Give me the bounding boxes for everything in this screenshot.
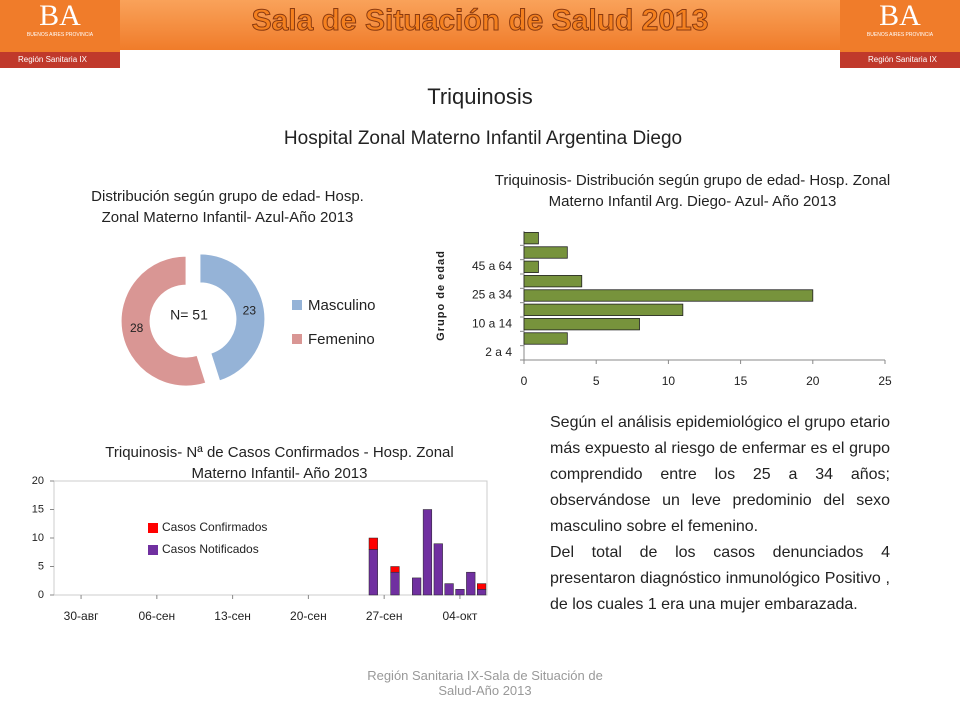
x-tick-label: 30-авг — [64, 609, 99, 623]
bar — [523, 275, 583, 288]
bar-segment — [390, 566, 400, 573]
logo-province: BUENOS AIRES PROVINCIA — [26, 32, 94, 38]
legend-label: Casos Confirmados — [162, 520, 267, 534]
bar — [523, 289, 814, 302]
bar-segment — [422, 509, 433, 596]
bar-segment — [477, 589, 487, 596]
data-label: 28 — [130, 321, 144, 335]
legend-swatch — [292, 300, 302, 310]
legend-label: Masculino — [308, 297, 376, 314]
y-tick-label: 10 — [32, 532, 44, 544]
bar-segment — [477, 583, 487, 590]
x-tick-label: 06-сен — [139, 609, 176, 623]
y-tick-label: 0 — [38, 589, 44, 601]
chart-title: Distribución según grupo de edad- Hosp. … — [91, 188, 364, 226]
pie-slice — [120, 255, 207, 387]
bar-segment — [412, 577, 422, 596]
y-tick-label: 45 a 64 — [472, 259, 512, 273]
logo-mark: BA — [39, 0, 81, 32]
bar — [523, 332, 568, 345]
x-tick-label: 13-сен — [214, 609, 251, 623]
bar — [523, 318, 640, 331]
bar-segment — [433, 543, 443, 596]
data-label: 23 — [243, 303, 257, 317]
logo-province: BUENOS AIRES PROVINCIA — [866, 32, 934, 38]
pie-slice — [199, 253, 266, 382]
paragraph: Del total de los casos denunciados 4 pre… — [550, 544, 890, 613]
x-tick-label: 25 — [878, 374, 892, 388]
paragraph: Según el análisis epidemiológico el grup… — [550, 414, 890, 535]
legend-swatch — [292, 334, 302, 344]
bar-segment — [368, 549, 378, 596]
y-tick-label: 20 — [32, 475, 44, 487]
text-block: Según el análisis epidemiológico el grup… — [550, 410, 890, 618]
bar-segment — [368, 537, 378, 550]
bar-segment — [466, 571, 476, 596]
logo-mark: BA — [879, 0, 921, 32]
x-tick-label: 20 — [806, 374, 820, 388]
legend-label: Casos Notificados — [162, 542, 259, 556]
footer: Región Sanitaria IX-Sala de Situación de… — [367, 668, 603, 698]
logo-left: BA BUENOS AIRES PROVINCIA Región Sanitar… — [0, 0, 120, 68]
y-tick-label: 15 — [32, 503, 44, 515]
x-tick-label: 04-окт — [442, 609, 477, 623]
bar-segment — [455, 589, 465, 596]
x-tick-label: 20-сен — [290, 609, 327, 623]
legend-label: Femenino — [308, 331, 375, 348]
logo-region: Región Sanitaria IX — [840, 52, 960, 68]
y-tick-label: 2 a 4 — [485, 345, 512, 359]
slide-title: Triquinosis — [427, 84, 533, 109]
bar — [523, 232, 539, 245]
y-axis-label: Grupo de edad — [435, 250, 447, 341]
bar — [523, 260, 539, 273]
slide-subtitle: Hospital Zonal Materno Infantil Argentin… — [283, 128, 683, 149]
bar — [523, 303, 684, 316]
x-tick-label: 0 — [521, 374, 528, 388]
x-tick-label: 5 — [593, 374, 600, 388]
y-tick-label: 10 a 14 — [472, 316, 512, 330]
legend-swatch — [148, 545, 158, 555]
chart-title: Triquinosis- Distribución según grupo de… — [494, 172, 891, 210]
y-tick-label: 5 — [38, 560, 44, 572]
plot-area — [53, 480, 488, 596]
bar-segment — [390, 571, 400, 596]
header-title: Sala de Situación de Salud 2013 — [251, 4, 709, 38]
bar — [523, 246, 568, 259]
bar-segment — [444, 583, 454, 596]
legend-swatch — [148, 523, 158, 533]
y-tick-label: 25 a 34 — [472, 288, 512, 302]
annotation: N= 51 — [170, 307, 208, 323]
chart-title: Triquinosis- Nª de Casos Confirmados - H… — [105, 444, 454, 482]
x-tick-label: 10 — [662, 374, 676, 388]
x-tick-label: 15 — [734, 374, 748, 388]
logo-right: BA BUENOS AIRES PROVINCIA Región Sanitar… — [840, 0, 960, 68]
header-band — [0, 0, 960, 50]
logo-region: Región Sanitaria IX — [0, 52, 120, 68]
x-tick-label: 27-сен — [366, 609, 403, 623]
